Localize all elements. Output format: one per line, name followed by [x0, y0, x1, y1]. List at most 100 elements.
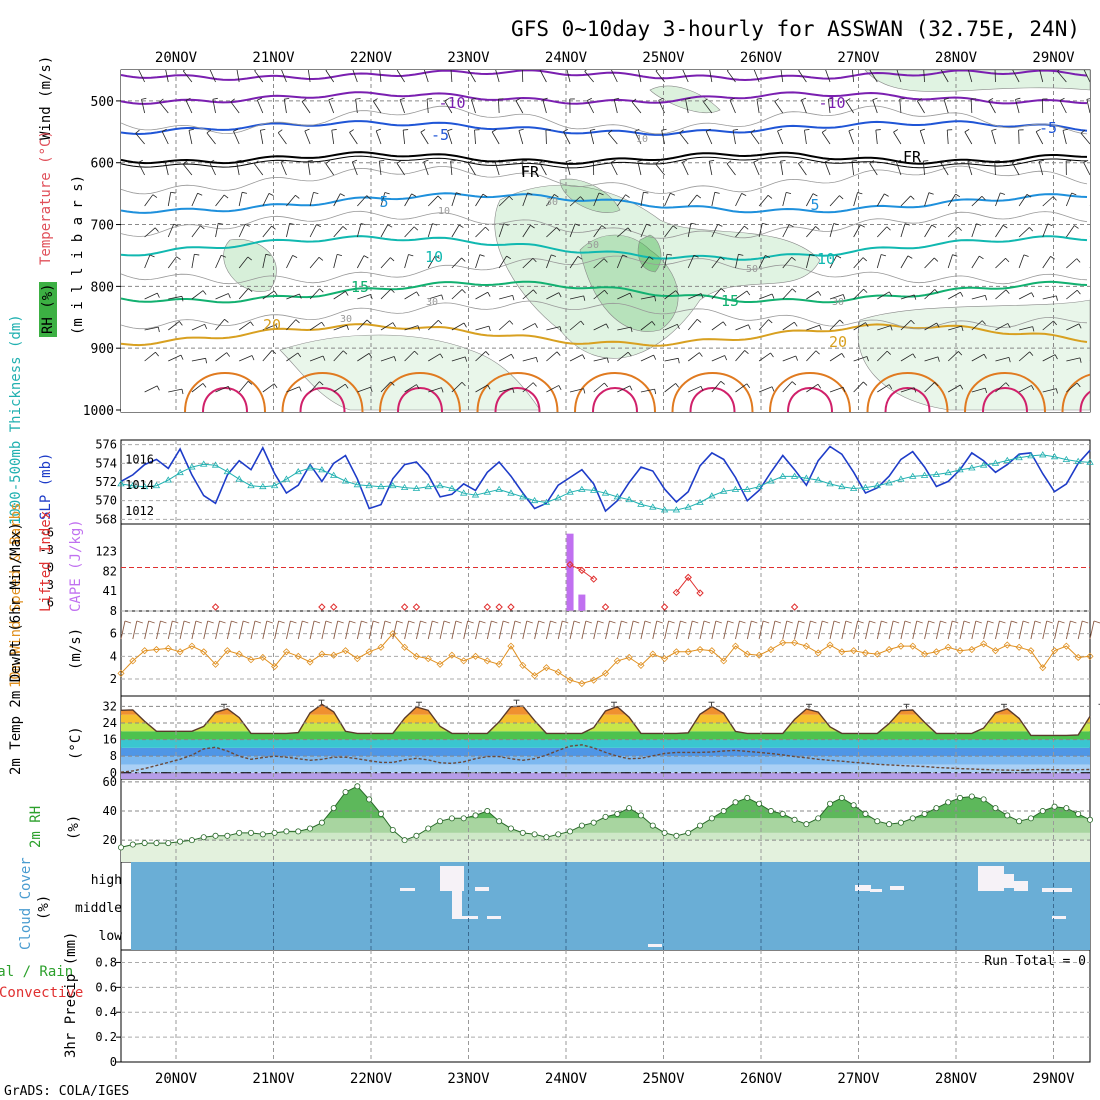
rh-point — [425, 825, 432, 832]
wind-barb-10m-flag — [408, 620, 415, 624]
thickness-point — [530, 496, 539, 504]
wind-barb — [262, 350, 273, 362]
wind-barb-10m — [1018, 620, 1024, 640]
wind-barb-flag — [416, 384, 420, 390]
rh-point — [295, 828, 302, 835]
wind-barb — [522, 192, 528, 207]
wind-speed-point — [590, 676, 598, 684]
thickness-point — [235, 475, 243, 482]
wind-barb — [1066, 323, 1080, 331]
wind-barb-flag — [197, 192, 203, 196]
wind-tick-label: 6 — [110, 627, 117, 641]
upper-ylabel-mb: (m i l l i b a r s) — [70, 175, 86, 335]
thickness-point — [660, 506, 669, 513]
wind-barb-flag — [637, 159, 643, 162]
wind-barb-flag — [1076, 289, 1081, 295]
thickness-point — [389, 481, 397, 489]
wind-barb-10m — [841, 620, 847, 640]
wind-barb — [522, 323, 536, 331]
warm-contour-loop — [379, 372, 461, 412]
wind-barb — [617, 292, 631, 300]
wind-barb-10m — [557, 620, 563, 640]
thickness-point — [944, 468, 952, 476]
thickness-series-line — [120, 454, 1091, 511]
wind-barb — [215, 255, 222, 269]
wind-barb — [427, 319, 439, 331]
wind-barb-flag — [981, 195, 986, 201]
wind-barb — [1018, 385, 1032, 393]
wind-barb — [426, 99, 429, 114]
rh-point — [708, 815, 715, 822]
wind-speed-point — [909, 642, 917, 650]
wind-barb-flag — [154, 227, 159, 232]
wind-speed-point — [176, 648, 184, 656]
wind-barb-flag — [165, 67, 170, 68]
wind-barb-10m — [545, 620, 551, 640]
temp-tick-label: 0 — [110, 766, 117, 780]
wind-barb — [782, 288, 793, 300]
cloud-cell — [1014, 881, 1028, 891]
wind-speed-point — [755, 651, 763, 659]
wind-barb-flag — [750, 129, 756, 133]
wind-barb — [1065, 192, 1072, 207]
wind-barb — [209, 162, 216, 176]
wind-barb — [515, 100, 524, 114]
wind-barb — [233, 131, 240, 145]
wind-speed-point — [601, 669, 610, 677]
wind-barb — [971, 255, 980, 269]
rh-point — [980, 796, 987, 803]
wind-barb — [399, 99, 405, 114]
wind-barb-flag — [888, 384, 893, 390]
wind-barb — [262, 324, 276, 331]
wind-barb-flag — [233, 128, 239, 132]
wind-barb-flag — [1054, 354, 1058, 360]
wind-barb — [853, 224, 861, 238]
top-day-label: 23NOV — [447, 50, 490, 66]
warm-contour-loop — [671, 372, 754, 412]
li-line — [676, 576, 701, 594]
wind-barb-flag — [530, 224, 535, 229]
wind-barb — [806, 383, 819, 393]
wind-barb-flag — [321, 321, 325, 327]
wind-barb-flag — [435, 255, 440, 259]
wind-barb — [280, 161, 287, 176]
wind-barb-flag — [533, 289, 537, 294]
wind-barb — [943, 99, 949, 114]
rh-point — [933, 805, 940, 812]
wind-barb — [144, 227, 156, 238]
wind-barb-flag — [366, 319, 371, 324]
rh-point — [401, 837, 408, 844]
wind-barb-10m-flag — [432, 620, 439, 624]
wind-barb-flag — [280, 159, 286, 163]
upper-ytick-label: 800 — [91, 280, 114, 295]
wind-barb-flag — [260, 128, 266, 131]
wind-barb-flag — [384, 192, 390, 195]
wind-speed-point — [791, 639, 799, 647]
wind-barb — [806, 291, 819, 300]
wind-barb — [735, 383, 748, 393]
wind-barb-flag — [559, 326, 562, 332]
wind-barb — [236, 161, 240, 176]
wind-barb — [451, 322, 465, 331]
wind-barb — [637, 161, 642, 176]
wind-barb-flag — [1012, 159, 1017, 164]
wind-barb-flag — [344, 383, 349, 389]
wind-barb — [286, 223, 290, 238]
thickness-point — [507, 489, 515, 496]
warm-contour-loop — [866, 372, 949, 412]
wind-barb — [1089, 205, 1090, 206]
wind-barb-flag — [848, 128, 854, 132]
wind-barb-flag — [979, 255, 984, 260]
wind-barb-flag — [983, 354, 987, 359]
wind-barb-10m — [664, 620, 670, 640]
wind-barb-flag — [1053, 320, 1057, 326]
wind-barb-flag — [485, 351, 490, 356]
wind-barb — [404, 254, 409, 269]
thickness-point — [542, 498, 551, 505]
wind-barb-flag — [360, 223, 366, 226]
wind-barb — [380, 288, 392, 300]
temp-contour-15 — [121, 280, 1088, 304]
chart-title: GFS 0~10day 3-hourly for ASSWAN (32.75E,… — [511, 17, 1080, 41]
top-day-label: 28NOV — [935, 50, 978, 66]
wind-speed-point — [672, 648, 680, 656]
